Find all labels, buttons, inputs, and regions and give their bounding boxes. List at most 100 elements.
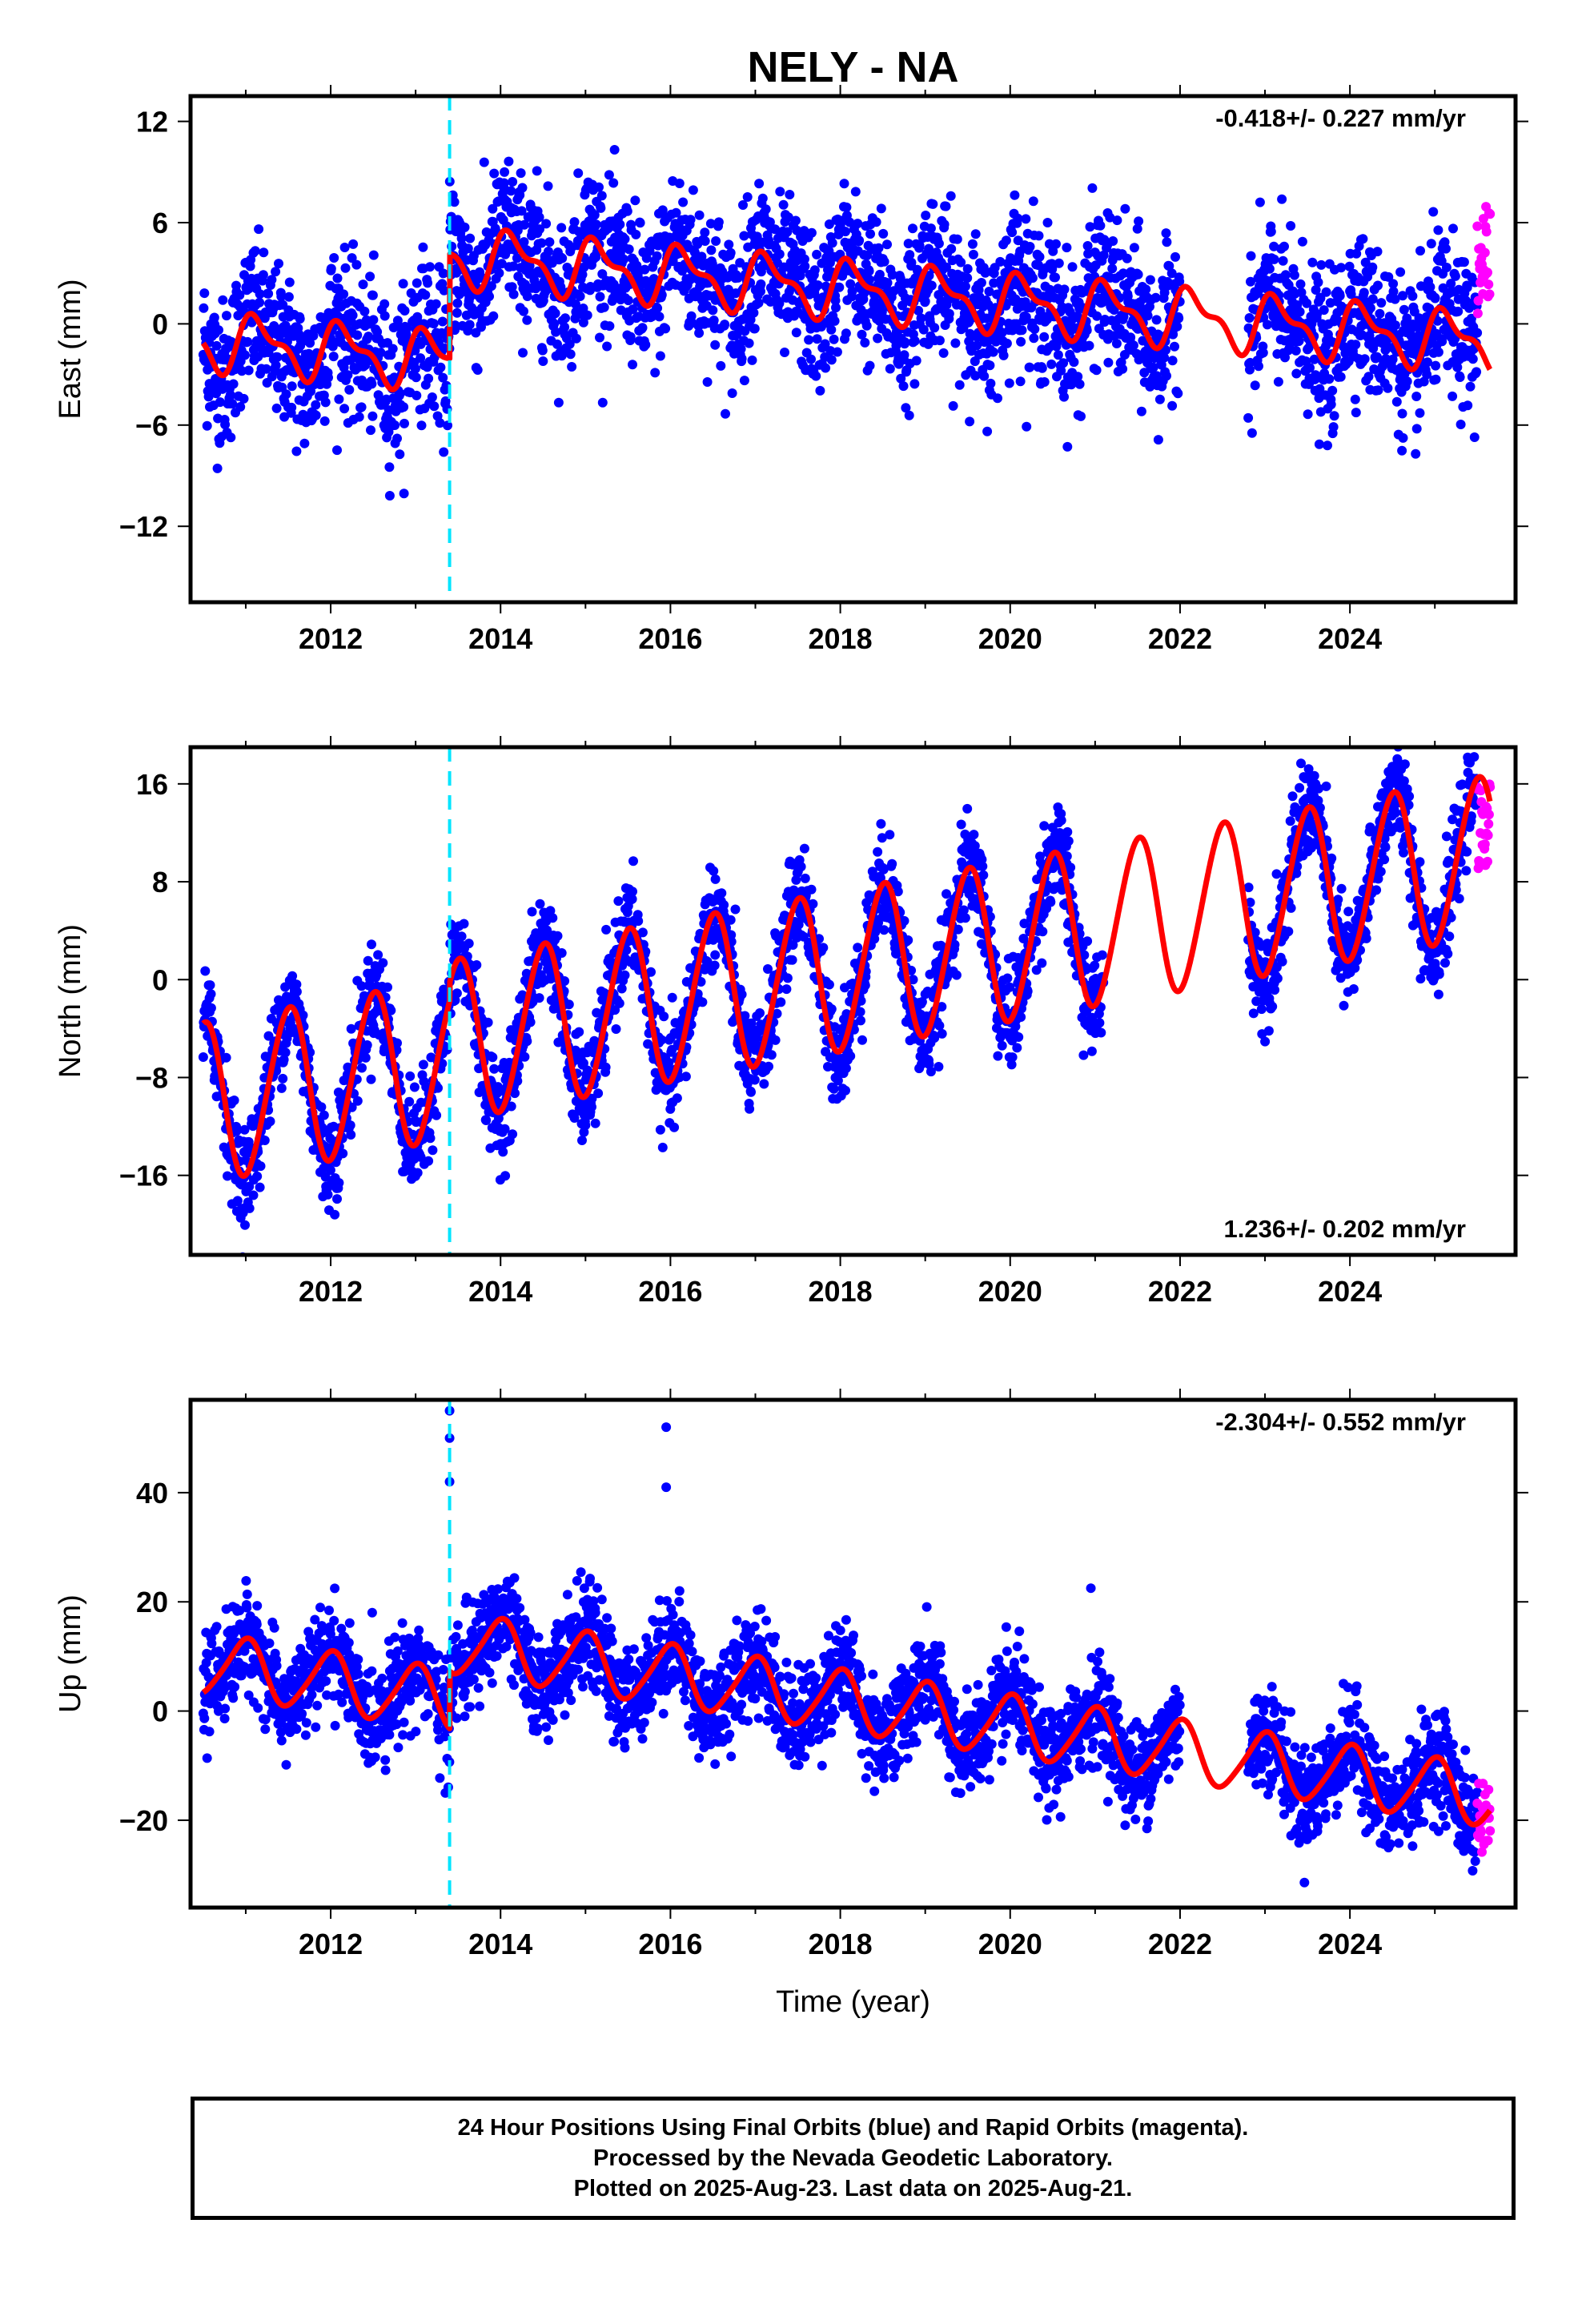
data-point <box>250 246 260 256</box>
data-point <box>1351 408 1361 418</box>
data-point <box>615 219 625 230</box>
data-point <box>239 393 249 404</box>
data-point <box>202 420 212 431</box>
data-point <box>438 372 448 383</box>
data-point <box>721 408 730 419</box>
data-point <box>274 259 283 269</box>
data-point <box>237 366 247 376</box>
data-point <box>525 1017 536 1027</box>
data-point <box>1039 377 1050 387</box>
data-point <box>1453 306 1464 316</box>
data-point <box>319 1110 329 1120</box>
data-point <box>508 1129 518 1140</box>
data-point <box>853 219 863 229</box>
data-point <box>1286 221 1296 231</box>
data-point <box>1415 246 1425 256</box>
data-point <box>460 222 470 232</box>
data-point <box>878 228 889 239</box>
data-point <box>522 1036 532 1047</box>
data-point <box>708 305 718 316</box>
data-point <box>799 254 809 264</box>
data-point <box>548 913 558 923</box>
data-point <box>424 1156 434 1166</box>
data-point <box>841 227 850 237</box>
data-point <box>764 1061 773 1072</box>
data-point <box>791 328 801 338</box>
data-point <box>770 224 781 235</box>
data-point <box>538 356 548 366</box>
data-point <box>1112 215 1122 226</box>
data-point <box>824 979 834 990</box>
data-point <box>452 308 462 318</box>
data-point <box>1120 203 1130 214</box>
data-point <box>753 298 764 308</box>
data-point <box>800 873 810 883</box>
data-point <box>1111 339 1122 348</box>
data-point <box>517 183 528 193</box>
data-point <box>898 381 909 392</box>
data-point <box>439 447 449 457</box>
y-tick-label: −8 <box>135 1061 168 1094</box>
data-point <box>221 1052 231 1063</box>
data-point <box>652 251 662 261</box>
data-point <box>826 355 837 365</box>
data-point <box>235 290 245 300</box>
data-point <box>259 1136 270 1145</box>
data-point <box>1397 445 1407 456</box>
data-point <box>486 281 496 292</box>
data-point <box>578 304 588 313</box>
data-point <box>229 1096 239 1105</box>
data-point <box>916 313 926 324</box>
data-point <box>1295 307 1305 317</box>
data-point <box>908 223 917 234</box>
data-point <box>756 286 765 296</box>
data-point <box>557 253 568 263</box>
data-point <box>1118 364 1128 374</box>
data-point <box>463 243 473 254</box>
data-point <box>435 418 445 428</box>
data-point <box>465 233 476 243</box>
data-point <box>1411 392 1422 401</box>
data-point <box>243 365 254 376</box>
data-point <box>1015 376 1026 387</box>
data-point <box>1029 333 1039 344</box>
data-point <box>276 292 287 302</box>
data-point <box>1087 183 1098 193</box>
data-point <box>635 218 645 228</box>
data-point <box>604 170 614 180</box>
x-tick-label: 2014 <box>468 622 532 655</box>
data-point <box>879 256 889 267</box>
data-point <box>488 1052 498 1063</box>
data-point <box>911 356 921 366</box>
data-point <box>628 887 637 897</box>
data-point <box>352 330 363 340</box>
data-point <box>800 261 810 271</box>
data-point <box>570 299 580 309</box>
data-point <box>597 397 608 408</box>
data-point <box>711 236 721 246</box>
data-point <box>622 206 632 216</box>
x-tick-label: 2014 <box>468 1275 532 1308</box>
data-point <box>841 202 852 212</box>
data-point <box>865 360 875 371</box>
x-tick-label: 2012 <box>299 1275 363 1308</box>
data-point <box>522 292 532 301</box>
data-point <box>1254 361 1263 372</box>
data-point <box>1316 259 1327 270</box>
data-point <box>255 1182 265 1192</box>
data-point <box>428 319 439 329</box>
data-point <box>619 254 629 264</box>
data-point <box>332 273 343 283</box>
data-point <box>694 210 705 220</box>
data-point <box>1447 391 1458 401</box>
data-point <box>591 219 601 230</box>
data-point <box>437 316 448 327</box>
data-point <box>452 298 463 308</box>
data-point <box>941 201 951 211</box>
data-point <box>395 449 405 460</box>
data-point <box>291 987 302 997</box>
data-point <box>311 400 321 410</box>
data-point <box>669 1122 680 1132</box>
data-point <box>640 264 650 275</box>
data-point <box>1297 236 1307 247</box>
